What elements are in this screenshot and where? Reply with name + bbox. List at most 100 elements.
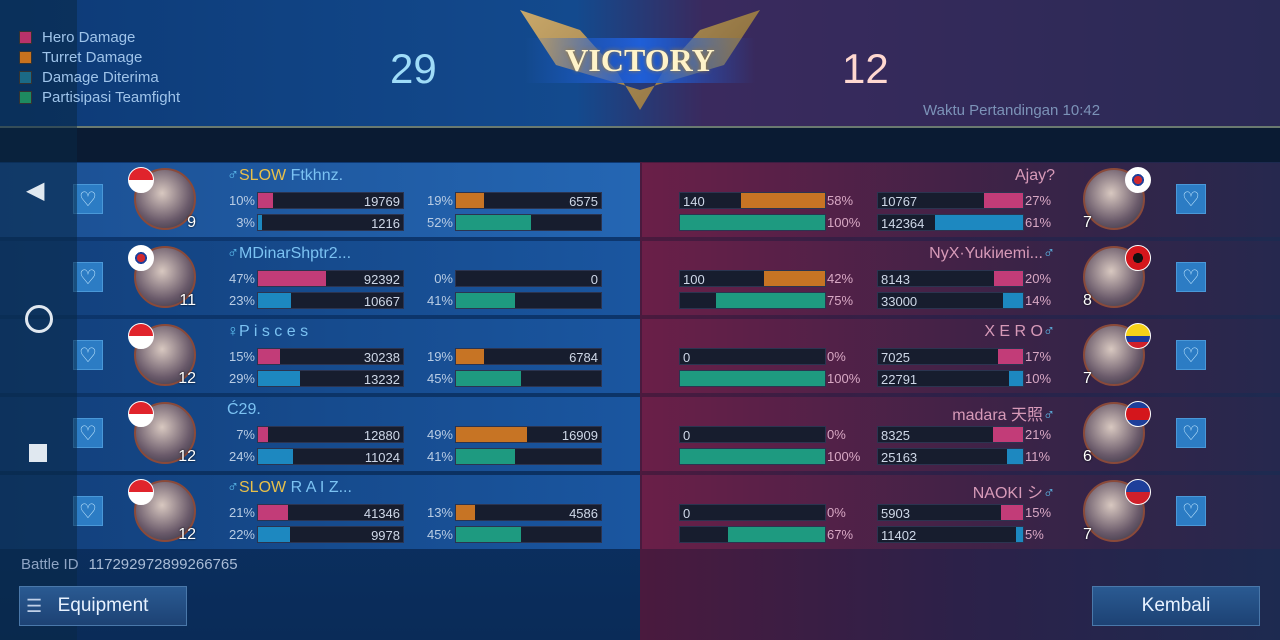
ally-player-row[interactable]: ♡ 12 ♂SLOW R A I Z... 21% 41346 13% 4586… xyxy=(0,475,640,549)
hero-avatar: 7 xyxy=(1083,479,1151,543)
gender-icon: ♂ xyxy=(1043,485,1055,502)
like-heart-icon[interactable]: ♡ xyxy=(73,496,103,526)
teamfight-bar xyxy=(679,214,826,231)
taken-bar: 13232 xyxy=(257,370,404,387)
like-heart-icon[interactable]: ♡ xyxy=(73,184,103,214)
turret-bar-fill xyxy=(456,193,484,208)
teamfight-percent: 41% xyxy=(426,449,453,464)
taken-bar-fill xyxy=(1007,449,1023,464)
player-name: NAOKI シ♂ xyxy=(973,479,1055,503)
player-level: 12 xyxy=(178,370,196,387)
home-nav-icon[interactable] xyxy=(25,305,53,333)
hero-percent: 7% xyxy=(236,427,255,442)
hero-avatar: 8 xyxy=(1083,245,1151,309)
battle-id-value: 117292972899266765 xyxy=(88,556,238,573)
teamfight-percent: 45% xyxy=(426,371,453,386)
hero-bar-fill xyxy=(992,427,1023,442)
enemy-player-row[interactable]: X E R O♂ 7 ♡ 0% 0 17% 7025 100% 10% 22791 xyxy=(642,319,1280,393)
recents-nav-icon[interactable] xyxy=(29,444,47,462)
hero-bar: 12880 xyxy=(257,426,404,443)
ally-player-row[interactable]: ♡ 12 Ć29. 7% 12880 49% 16909 24% 11024 4… xyxy=(0,397,640,471)
hero-value: 8325 xyxy=(881,428,910,443)
like-heart-icon[interactable]: ♡ xyxy=(1176,262,1206,292)
teamfight-bar-fill xyxy=(716,293,825,308)
flag-indonesia-icon xyxy=(128,401,154,427)
player-name-text: madara 天照 xyxy=(952,407,1043,424)
hero-avatar: 12 xyxy=(128,479,196,543)
teamfight-bar xyxy=(679,370,826,387)
legend-swatch xyxy=(19,90,32,104)
teamfight-bar-fill xyxy=(456,527,522,542)
hero-bar-fill xyxy=(1001,505,1023,520)
like-heart-icon[interactable]: ♡ xyxy=(1176,496,1206,526)
hero-value: 10767 xyxy=(881,194,918,209)
hero-avatar: 12 xyxy=(128,401,196,465)
taken-percent: 24% xyxy=(228,449,255,464)
hero-avatar: 9 xyxy=(128,167,196,231)
squad-tag: SLOW xyxy=(239,167,287,184)
equipment-button[interactable]: ☰ Equipment xyxy=(19,586,187,626)
taken-percent: 11% xyxy=(1025,449,1051,464)
back-nav-icon[interactable]: ◀ xyxy=(26,177,45,204)
enemy-player-row[interactable]: Ajay? 7 ♡ 58% 140 27% 10767 100% 61% 14236… xyxy=(642,163,1280,237)
flag-colombia-icon xyxy=(1125,323,1151,349)
turret-bar: 100 xyxy=(679,270,826,287)
back-button[interactable]: Kembali xyxy=(1092,586,1260,626)
turret-percent: 19% xyxy=(426,349,453,364)
hero-bar: 41346 xyxy=(257,504,404,521)
hero-avatar: 7 xyxy=(1083,323,1151,387)
taken-value: 9978 xyxy=(371,528,400,543)
legend-swatch xyxy=(19,70,32,84)
like-heart-icon[interactable]: ♡ xyxy=(1176,184,1206,214)
victory-banner: VICTORY xyxy=(520,10,760,110)
turret-value: 6575 xyxy=(569,194,598,209)
taken-bar: 22791 xyxy=(877,370,1024,387)
teamfight-bar xyxy=(455,370,602,387)
player-name-text: NyX·Yukiиemi... xyxy=(929,245,1043,262)
taken-percent: 29% xyxy=(228,371,255,386)
hero-bar: 7025 xyxy=(877,348,1024,365)
like-heart-icon[interactable]: ♡ xyxy=(73,340,103,370)
turret-percent: 0% xyxy=(434,271,453,286)
player-name-text: Ftkhnz. xyxy=(286,167,344,184)
turret-bar-fill xyxy=(456,427,528,442)
enemy-player-row[interactable]: madara 天照♂ 6 ♡ 0% 0 21% 8325 100% 11% 2516… xyxy=(642,397,1280,471)
flag-cambodia-icon xyxy=(1125,401,1151,427)
turret-bar: 16909 xyxy=(455,426,602,443)
ally-player-row[interactable]: ♡ 9 ♂SLOW Ftkhnz. 10% 19769 19% 6575 3% … xyxy=(0,163,640,237)
teamfight-bar xyxy=(679,292,826,309)
like-heart-icon[interactable]: ♡ xyxy=(1176,340,1206,370)
gender-icon: ♀ xyxy=(227,323,239,340)
hero-value: 5903 xyxy=(881,506,910,521)
turret-value: 6784 xyxy=(569,350,598,365)
hero-bar-fill xyxy=(258,505,289,520)
flag-albania-icon xyxy=(1125,245,1151,271)
flag-south-korea-icon xyxy=(1125,167,1151,193)
player-name: NyX·Yukiиemi...♂ xyxy=(929,245,1055,263)
taken-bar: 9978 xyxy=(257,526,404,543)
turret-value: 0 xyxy=(683,428,691,443)
player-level: 7 xyxy=(1083,526,1092,543)
legend-item: Turret Damage xyxy=(19,47,180,67)
player-name-text: R A I Z... xyxy=(286,479,352,496)
teamfight-percent: 75% xyxy=(827,293,854,308)
like-heart-icon[interactable]: ♡ xyxy=(73,262,103,292)
match-time: Waktu Pertandingan 10:42 xyxy=(923,102,1101,119)
list-icon: ☰ xyxy=(26,595,43,616)
hero-percent: 47% xyxy=(228,271,255,286)
turret-bar-fill xyxy=(740,193,825,208)
enemy-player-row[interactable]: NyX·Yukiиemi...♂ 8 ♡ 42% 100 20% 8143 75% … xyxy=(642,241,1280,315)
turret-value: 0 xyxy=(590,272,598,287)
enemy-player-row[interactable]: NAOKI シ♂ 7 ♡ 0% 0 15% 5903 67% 5% 11402 xyxy=(642,475,1280,549)
like-heart-icon[interactable]: ♡ xyxy=(1176,418,1206,448)
taken-value: 11024 xyxy=(364,450,400,465)
player-level: 8 xyxy=(1083,292,1092,309)
ally-player-row[interactable]: ♡ 12 ♀P i s c e s 15% 30238 19% 6784 29%… xyxy=(0,319,640,393)
player-name-text: NAOKI シ xyxy=(972,485,1043,502)
player-name: ♂SLOW Ftkhnz. xyxy=(227,167,343,185)
like-heart-icon[interactable]: ♡ xyxy=(73,418,103,448)
hero-bar: 19769 xyxy=(257,192,404,209)
ally-player-row[interactable]: ♡ 11 ♂MDinarShptr2... 47% 92392 0% 0 23%… xyxy=(0,241,640,315)
turret-bar-fill xyxy=(764,271,825,286)
taken-percent: 3% xyxy=(236,215,255,230)
